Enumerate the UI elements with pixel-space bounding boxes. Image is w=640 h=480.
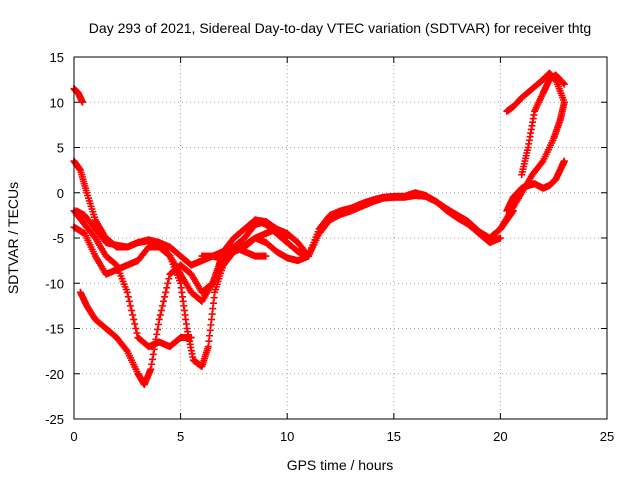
y-tick-label: -5 — [52, 231, 64, 246]
data-point — [560, 98, 568, 106]
series-arc-6 — [72, 207, 313, 371]
x-tick-label: 15 — [387, 429, 401, 444]
data-point — [560, 79, 568, 87]
data-point — [163, 284, 171, 292]
y-tick-label: 5 — [57, 141, 64, 156]
data-point — [153, 330, 161, 338]
data-point — [165, 275, 173, 283]
x-tick-label: 25 — [600, 429, 614, 444]
data-point — [129, 311, 137, 319]
data-point — [149, 350, 157, 358]
data-point — [509, 207, 517, 215]
chart-title: Day 293 of 2021, Sidereal Day-to-day VTE… — [89, 20, 591, 36]
data-point — [154, 320, 162, 328]
plot-frame — [73, 56, 608, 420]
data-point — [112, 260, 120, 268]
data-point — [131, 320, 139, 328]
data-point — [148, 355, 156, 363]
data-point — [123, 288, 131, 296]
data-point — [164, 279, 172, 287]
y-tick-label: 10 — [50, 95, 64, 110]
y-tick-label: -10 — [45, 276, 64, 291]
data-point — [122, 346, 130, 354]
data-point — [132, 325, 140, 332]
y-axis-label: SDTVAR / TECUs — [5, 182, 21, 294]
data-point — [496, 234, 504, 242]
data-point — [162, 288, 170, 296]
series-arc-10 — [503, 157, 568, 215]
data-point — [124, 293, 132, 301]
data-point — [155, 315, 163, 323]
data-point — [161, 293, 169, 301]
y-tick-label: -25 — [45, 412, 64, 427]
data-point — [79, 98, 87, 106]
y-tick-label: -20 — [45, 367, 64, 382]
data-point — [150, 345, 158, 353]
data-point — [130, 315, 138, 323]
y-tick-label: 15 — [50, 50, 64, 65]
data-point — [160, 297, 168, 305]
data-point — [158, 302, 166, 310]
data-point — [147, 365, 155, 373]
data-point — [148, 360, 156, 368]
y-tick-label: -15 — [45, 322, 64, 337]
x-tick-label: 0 — [70, 429, 77, 444]
data-point — [560, 157, 568, 165]
data-point — [151, 340, 159, 348]
data-point — [126, 302, 134, 310]
data-point — [262, 252, 270, 260]
x-tick-label: 5 — [177, 429, 184, 444]
data-point — [157, 306, 165, 314]
data-point — [125, 297, 133, 305]
data-point — [560, 80, 568, 88]
data-point — [156, 311, 164, 319]
series-arc-12 — [503, 69, 568, 115]
data-point — [133, 329, 141, 337]
x-tick-label: 20 — [493, 429, 507, 444]
series-arc-9 — [496, 207, 517, 233]
x-axis-label: GPS time / hours — [287, 457, 394, 473]
x-tick-label: 10 — [280, 429, 294, 444]
data-point — [538, 158, 546, 166]
axis-ticks: 0 5 10 15 20 25 -25 -20 -15 -10 -5 0 5 10 15 — [45, 50, 614, 444]
data-point — [165, 251, 173, 259]
data-point — [154, 325, 162, 333]
data-point — [152, 335, 160, 343]
data-point — [128, 306, 136, 314]
y-tick-label: 0 — [57, 186, 64, 201]
data-series — [70, 69, 568, 389]
